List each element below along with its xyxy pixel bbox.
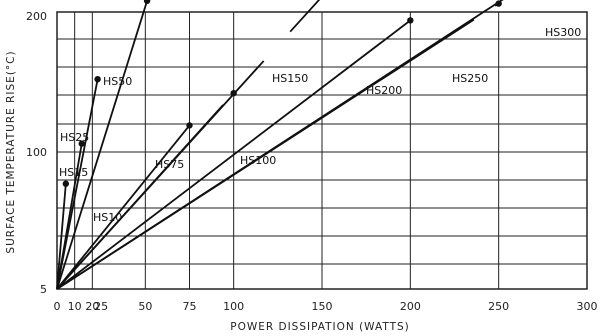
series-point-hs10: [62, 180, 70, 187]
series-label-hs150: HS150: [272, 72, 308, 85]
y-tick-label: 200: [26, 10, 47, 23]
series-line-hs300: [56, 0, 504, 290]
series-point-hs25: [94, 76, 101, 83]
series-point-hs50: [143, 0, 151, 4]
series-label-hs100: HS100: [240, 154, 276, 167]
series-label-hs75: HS75: [155, 158, 184, 171]
series-label-hs15: HS15: [59, 166, 88, 179]
series-lines: [56, 0, 504, 290]
series-label-hs250: HS250: [452, 72, 488, 85]
series-label-hs10: HS10: [93, 211, 122, 224]
x-tick-label: 150: [312, 300, 333, 313]
x-tick-label: 100: [223, 300, 244, 313]
x-tick-label: 50: [138, 300, 152, 313]
series-line-hs25: [56, 79, 99, 290]
y-tick-label: 5: [40, 283, 47, 296]
y-tick-label: 100: [26, 146, 47, 159]
x-tick-label: 200: [400, 300, 421, 313]
series-line-hs10: [56, 183, 67, 290]
series-line-hs150: [56, 0, 321, 290]
grid: [56, 11, 588, 290]
x-tick-label: 75: [183, 300, 197, 313]
series-point-hs15: [78, 140, 85, 147]
series-label-hs200: HS200: [366, 84, 402, 97]
series-point-hs75: [186, 122, 193, 129]
x-axis-label: POWER DISSIPATION (WATTS): [230, 321, 410, 333]
x-tick-label: 10: [68, 300, 82, 313]
x-tick-label: 25: [94, 300, 108, 313]
series-label-hs25: HS25: [60, 131, 89, 144]
series-line-hs50: [56, 0, 148, 290]
x-tick-label: 0: [54, 300, 61, 313]
series-line-hs75: [56, 124, 191, 290]
series-point-hs200: [407, 17, 414, 24]
x-tick-label: 300: [577, 300, 598, 313]
y-axis-label: SURFACE TEMPERATURE RISE(°C): [5, 50, 17, 253]
series-label-hs50: HS50: [103, 75, 132, 88]
series-labels: HS10 HS15 HS25 HS50 HS75 HS100 HS150 HS200 HS250…: [59, 26, 581, 224]
x-tick-label: 250: [488, 300, 509, 313]
series-label-hs300: HS300: [545, 26, 581, 39]
series-line-hs200: [56, 19, 411, 290]
x-tick-label: 20: [85, 300, 99, 313]
